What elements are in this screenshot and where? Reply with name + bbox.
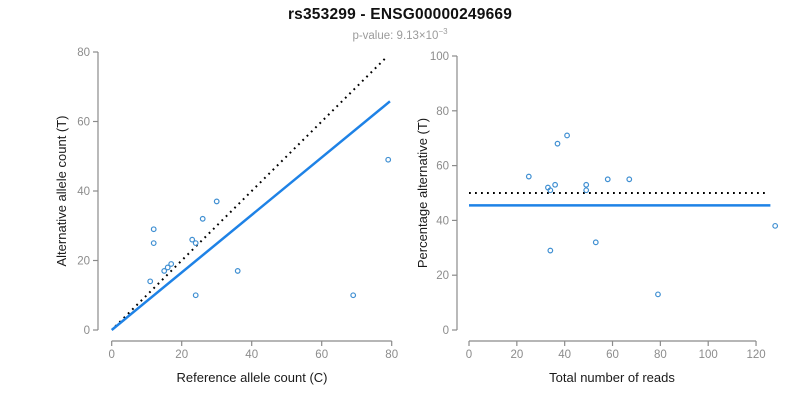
x-tick-label: 120 [746,349,765,361]
y-axis: 0 20 40 60 80 100 [430,51,458,337]
data-point [583,187,590,194]
data-point [213,198,220,205]
y-tick-label: 60 [436,161,449,173]
y-tick-label: 40 [77,186,90,198]
y-tick-label: 100 [430,51,449,63]
figure-header: rs353299 - ENSG00000249669 p-value: 9.13… [0,6,800,42]
data-point [199,215,206,222]
x-tick-label: 100 [699,349,718,361]
data-point [583,181,590,188]
data-point [655,291,661,298]
data-point [161,268,168,274]
x-axis-label: Total number of reads [549,370,675,385]
y-tick-label: 80 [436,106,449,118]
x-tick-label: 20 [510,349,523,361]
data-points [147,156,392,299]
x-tick-label: 20 [175,349,188,361]
data-point [192,240,199,247]
data-point [147,278,154,285]
x-axis: 0 20 40 60 80 [108,340,398,361]
x-tick-label: 0 [108,349,114,361]
y-axis-label: Percentage alternative (T) [415,118,430,268]
y-tick-label: 0 [443,325,449,337]
data-point [150,240,157,247]
x-tick-label: 60 [606,349,619,361]
data-point [189,236,196,243]
x-tick-label: 60 [315,349,328,361]
x-tick-label: 40 [558,349,571,361]
x-tick-label: 80 [385,349,398,361]
data-point [525,173,532,180]
data-point [547,187,554,194]
p-value-exponent: −3 [438,27,448,36]
regression-line [110,100,391,331]
percentage-plot: 0 20 40 60 80 100 Percentage alternative (T) 0 2… [415,51,779,385]
data-point [592,239,599,246]
identity-line [114,56,388,328]
data-point [168,261,175,267]
data-point [604,176,611,183]
data-points [525,132,779,298]
data-point [772,222,779,229]
x-tick-label: 80 [654,349,667,361]
y-axis-label: Alternative allele count (T) [54,115,69,266]
x-axis: 0 20 40 60 80 100 120 [466,340,766,361]
data-point [150,226,157,233]
y-tick-label: 60 [77,117,90,129]
data-point [350,292,357,299]
data-point [564,132,570,139]
x-tick-label: 40 [245,349,258,361]
data-point [547,247,554,254]
x-tick-label: 0 [466,349,472,361]
data-point [385,156,392,163]
y-tick-label: 20 [77,256,90,268]
data-point [234,268,241,274]
p-value-text: p-value: 9.13×10 [352,29,439,42]
data-point [626,176,633,183]
y-axis: 0 20 40 60 80 [77,47,99,337]
y-tick-label: 80 [77,47,90,59]
y-tick-label: 20 [436,270,449,282]
y-tick-label: 0 [84,325,90,337]
x-axis-label: Reference allele count (C) [176,370,327,385]
page-title: rs353299 - ENSG00000249669 [287,6,513,23]
data-point [192,292,199,299]
y-tick-label: 40 [436,215,449,227]
data-point [552,181,559,188]
p-value-subtitle: p-value: 9.13×10−3 [0,27,800,42]
data-point [164,264,171,271]
allele-counts-plot: 0 20 40 60 80 Alternative allele count (T) 0 20… [54,47,398,385]
data-point [554,140,561,147]
